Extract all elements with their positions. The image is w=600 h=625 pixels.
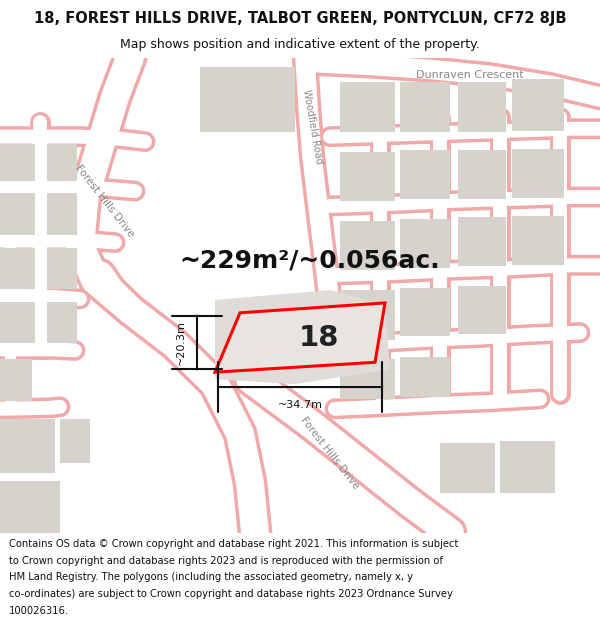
Polygon shape [512, 216, 564, 265]
Polygon shape [340, 359, 395, 399]
Polygon shape [0, 302, 35, 344]
Polygon shape [47, 193, 77, 234]
Polygon shape [0, 419, 55, 473]
Polygon shape [340, 82, 395, 132]
Polygon shape [512, 149, 564, 198]
Polygon shape [0, 248, 35, 289]
Polygon shape [512, 79, 564, 131]
Polygon shape [500, 441, 555, 493]
Polygon shape [215, 303, 385, 372]
Polygon shape [200, 68, 295, 132]
Polygon shape [0, 359, 32, 401]
Text: Map shows position and indicative extent of the property.: Map shows position and indicative extent… [120, 38, 480, 51]
Polygon shape [0, 193, 35, 234]
Text: to Crown copyright and database rights 2023 and is reproduced with the permissio: to Crown copyright and database rights 2… [9, 556, 443, 566]
Text: Forest Hills Drive: Forest Hills Drive [299, 416, 361, 491]
Polygon shape [47, 248, 77, 289]
Text: Woodfield Road: Woodfield Road [302, 89, 325, 165]
Polygon shape [0, 144, 35, 181]
Text: HM Land Registry. The polygons (including the associated geometry, namely x, y: HM Land Registry. The polygons (includin… [9, 572, 413, 582]
Text: ~229m²/~0.056ac.: ~229m²/~0.056ac. [179, 248, 440, 272]
Text: Contains OS data © Crown copyright and database right 2021. This information is : Contains OS data © Crown copyright and d… [9, 539, 458, 549]
Polygon shape [215, 290, 390, 384]
Polygon shape [340, 290, 395, 339]
Polygon shape [400, 82, 450, 132]
Polygon shape [47, 144, 77, 181]
Polygon shape [340, 151, 395, 201]
Text: ~34.7m: ~34.7m [277, 400, 323, 410]
Polygon shape [400, 149, 450, 199]
Polygon shape [458, 82, 506, 132]
Polygon shape [458, 217, 506, 266]
Text: 18: 18 [299, 324, 339, 351]
Text: co-ordinates) are subject to Crown copyright and database rights 2023 Ordnance S: co-ordinates) are subject to Crown copyr… [9, 589, 453, 599]
Polygon shape [458, 149, 506, 199]
Polygon shape [60, 419, 90, 463]
Text: 18, FOREST HILLS DRIVE, TALBOT GREEN, PONTYCLUN, CF72 8JB: 18, FOREST HILLS DRIVE, TALBOT GREEN, PO… [34, 11, 566, 26]
Text: 100026316.: 100026316. [9, 606, 69, 616]
Polygon shape [47, 302, 77, 344]
Polygon shape [440, 444, 495, 493]
Polygon shape [0, 481, 60, 532]
Polygon shape [400, 288, 450, 336]
Text: ~20.3m: ~20.3m [176, 320, 186, 365]
Polygon shape [400, 219, 450, 268]
Polygon shape [400, 357, 450, 397]
Polygon shape [340, 221, 395, 270]
Text: Dunraven Crescent: Dunraven Crescent [416, 70, 524, 80]
Text: Forest Hills Drive: Forest Hills Drive [74, 163, 136, 239]
Polygon shape [458, 286, 506, 334]
